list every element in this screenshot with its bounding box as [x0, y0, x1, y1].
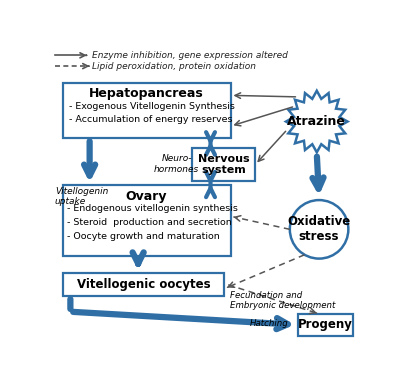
- Text: - Endogenous vitellogenin synthesis: - Endogenous vitellogenin synthesis: [67, 204, 238, 213]
- Text: Neuro-
hormones: Neuro- hormones: [154, 154, 199, 174]
- Text: Ovary: Ovary: [126, 190, 167, 203]
- FancyBboxPatch shape: [63, 273, 225, 296]
- FancyBboxPatch shape: [63, 185, 231, 256]
- Text: Vitellogenin
uptake: Vitellogenin uptake: [55, 187, 108, 206]
- Text: - Accumulation of energy reserves: - Accumulation of energy reserves: [69, 115, 232, 124]
- Text: Atrazine: Atrazine: [288, 115, 346, 128]
- FancyBboxPatch shape: [192, 149, 255, 181]
- Text: Hatching: Hatching: [250, 319, 289, 328]
- FancyBboxPatch shape: [63, 83, 231, 139]
- Circle shape: [290, 200, 348, 258]
- Text: Hepatopancreas: Hepatopancreas: [89, 87, 204, 100]
- Text: Oxidative
stress: Oxidative stress: [288, 215, 351, 243]
- Text: Nervous
system: Nervous system: [198, 154, 249, 175]
- Text: Vitellogenic oocytes: Vitellogenic oocytes: [77, 278, 211, 291]
- Text: - Exogenous Vitellogenin Synthesis: - Exogenous Vitellogenin Synthesis: [69, 102, 235, 111]
- FancyBboxPatch shape: [298, 314, 353, 336]
- Text: Progeny: Progeny: [298, 318, 353, 331]
- Text: - Steroid  production and secretion: - Steroid production and secretion: [67, 218, 232, 227]
- Polygon shape: [286, 91, 348, 152]
- Text: - Oocyte growth and maturation: - Oocyte growth and maturation: [67, 232, 220, 241]
- Text: Lipid peroxidation, protein oxidation: Lipid peroxidation, protein oxidation: [92, 61, 256, 71]
- Text: Enzyme inhibition, gene expression altered: Enzyme inhibition, gene expression alter…: [92, 51, 288, 60]
- Text: Fecundation and
Embryonic development: Fecundation and Embryonic development: [230, 291, 335, 310]
